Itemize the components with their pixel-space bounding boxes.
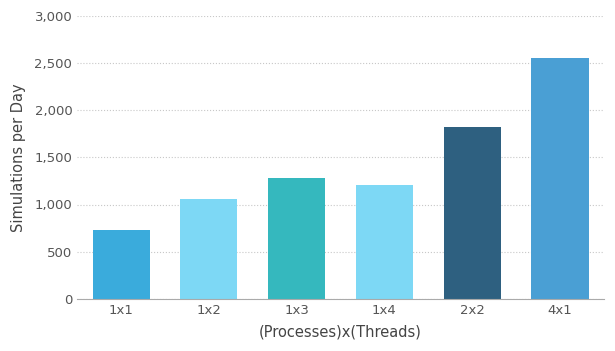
Y-axis label: Simulations per Day: Simulations per Day bbox=[11, 83, 26, 232]
Bar bbox=[443, 127, 501, 299]
Bar bbox=[531, 58, 589, 299]
X-axis label: (Processes)x(Threads): (Processes)x(Threads) bbox=[259, 325, 422, 340]
Bar bbox=[180, 199, 237, 299]
Bar bbox=[92, 230, 149, 299]
Bar bbox=[356, 185, 413, 299]
Bar bbox=[268, 178, 325, 299]
